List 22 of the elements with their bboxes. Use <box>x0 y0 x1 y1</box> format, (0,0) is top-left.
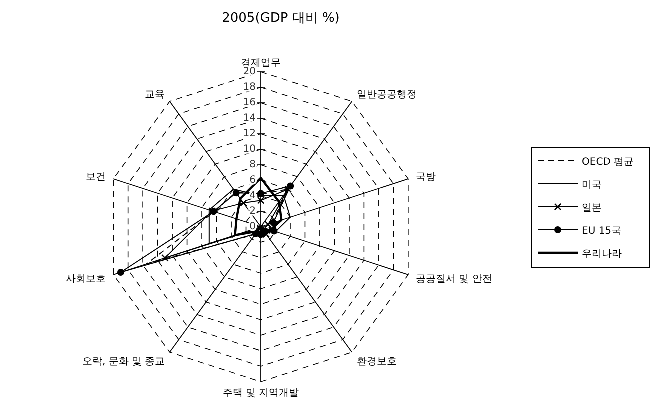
legend-label: 일본 <box>582 203 602 214</box>
legend-label: OECD 평균 <box>582 157 634 168</box>
y-tick-label: 10 <box>243 144 256 155</box>
spoke-label: 일반공공행정 <box>356 90 417 101</box>
spoke-label: 공공질서 및 안전 <box>416 274 492 285</box>
y-tick-label: 18 <box>243 82 256 93</box>
legend-label: 미국 <box>582 180 602 191</box>
spoke-label: 환경보호 <box>356 356 397 368</box>
y-tick-label: 16 <box>243 98 256 108</box>
y-tick-label: 12 <box>243 128 256 140</box>
legend-label: 우리나라 <box>582 249 622 260</box>
spoke-label: 주택 및 지역개발 <box>222 388 300 399</box>
spoke-label: 보건 <box>86 172 106 184</box>
spoke-label: 경제업무 <box>241 58 281 69</box>
legend-label: EU 15국 <box>582 226 622 237</box>
spoke-label: 오락, 문화 및 종교 <box>82 356 166 368</box>
y-tick-label: 14 <box>243 113 256 124</box>
y-tick-label: 20 <box>243 66 256 78</box>
spoke-label: 사회보호 <box>66 274 106 285</box>
spoke-label: 국방 <box>416 172 436 184</box>
chart-title: 2005(GDP 대비 %) <box>222 11 340 26</box>
spoke-label: 교육 <box>145 90 166 101</box>
